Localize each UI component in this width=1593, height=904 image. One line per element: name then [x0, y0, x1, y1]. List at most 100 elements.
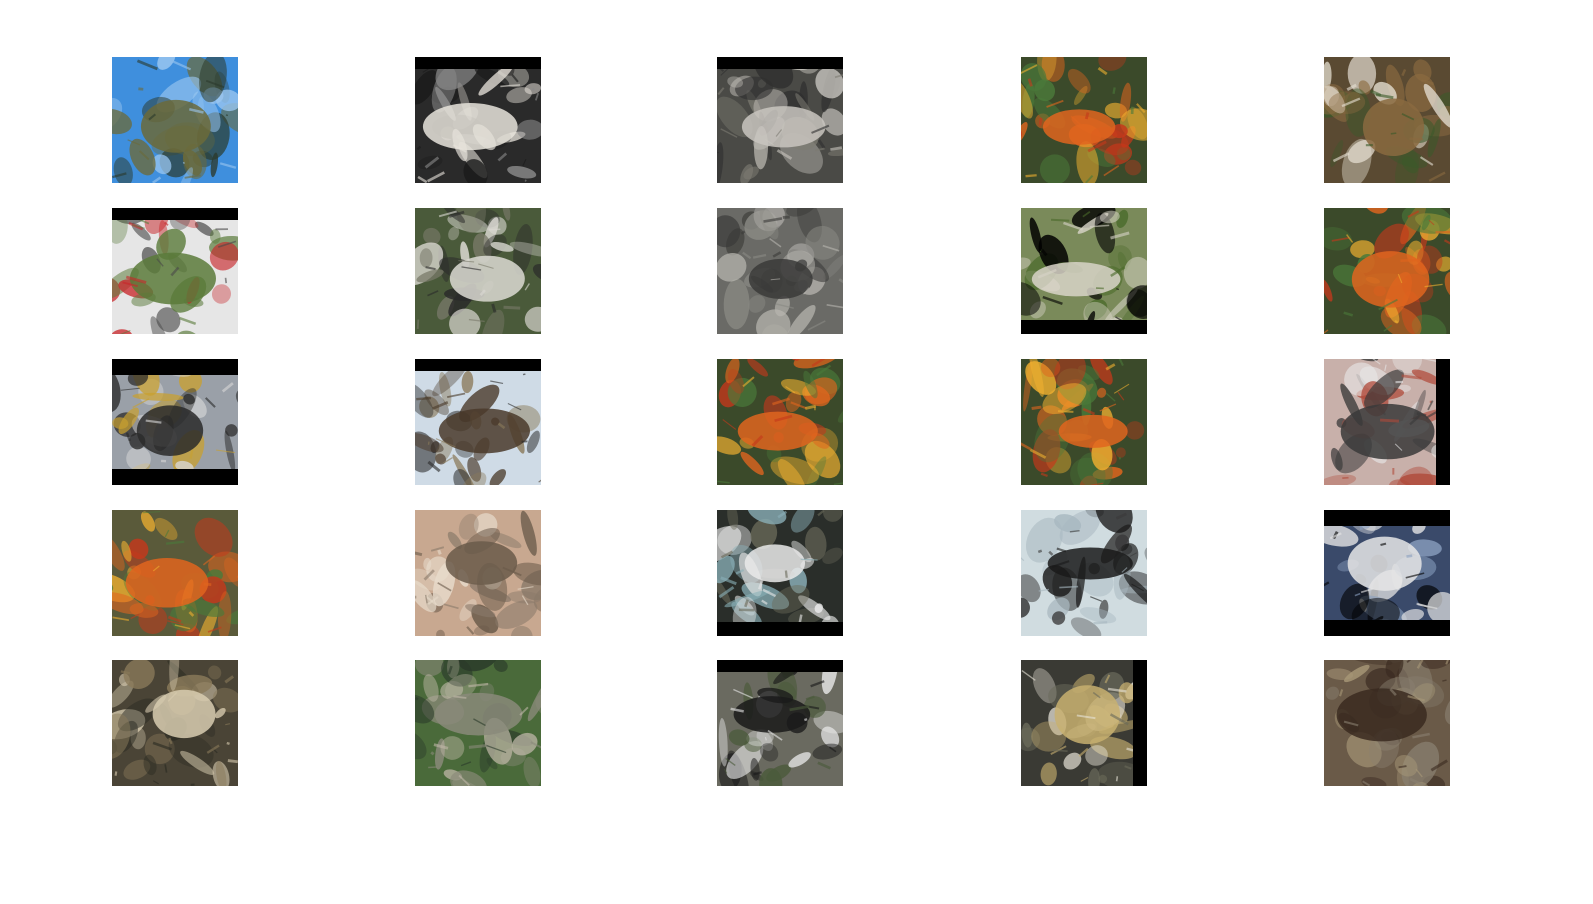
- streak: [1090, 482, 1104, 485]
- streak: [1430, 759, 1448, 772]
- streak: [822, 244, 840, 252]
- streak: [1416, 412, 1427, 417]
- sample-image-canvas: [717, 660, 843, 786]
- streak: [120, 670, 131, 675]
- texture-blob: [822, 547, 843, 565]
- texture-blob: [1436, 256, 1450, 272]
- streak: [189, 108, 204, 114]
- texture-blob: [1427, 591, 1450, 624]
- sample-image-canvas: [1324, 57, 1450, 183]
- texture-blob: [112, 534, 125, 571]
- texture-blob: [1385, 64, 1405, 106]
- streak: [1087, 140, 1107, 153]
- texture-blob: [1444, 271, 1450, 300]
- streak: [1093, 621, 1108, 625]
- subject-shape: [1340, 403, 1435, 460]
- streak: [473, 718, 486, 727]
- texture-blob: [152, 154, 172, 175]
- sample-image-r1-c4: [1021, 57, 1147, 183]
- streak: [148, 113, 157, 121]
- texture-blob: [524, 306, 541, 332]
- texture-blob: [1343, 664, 1370, 683]
- texture-blob: [1095, 510, 1133, 533]
- streak: [446, 392, 466, 399]
- texture-blob: [727, 76, 744, 88]
- subject-shape: [748, 258, 813, 300]
- streak: [127, 139, 141, 146]
- streak: [152, 780, 159, 785]
- streak: [717, 480, 730, 484]
- sample-image-r4-c4: [1021, 510, 1147, 636]
- streak: [763, 217, 783, 223]
- streak: [789, 705, 810, 712]
- streak: [132, 224, 145, 229]
- sample-image-canvas: [112, 510, 238, 636]
- texture-blob: [1031, 721, 1067, 752]
- streak: [145, 419, 162, 424]
- sample-image-r2-c5: [1324, 208, 1450, 334]
- streak: [415, 696, 419, 701]
- streak: [503, 305, 521, 310]
- streak: [1105, 363, 1116, 371]
- streak: [531, 87, 535, 91]
- streak: [1099, 403, 1117, 412]
- streak: [1021, 557, 1025, 562]
- texture-blob: [217, 591, 232, 636]
- streak: [1124, 765, 1132, 770]
- streak: [1040, 472, 1048, 478]
- streak: [466, 626, 475, 635]
- streak: [1341, 97, 1361, 108]
- texture-blob: [786, 304, 816, 334]
- texture-blob: [821, 108, 843, 136]
- texture-blob: [1423, 83, 1450, 128]
- subject-shape: [737, 411, 818, 451]
- sample-image-r1-c3: [717, 57, 843, 183]
- streak: [720, 550, 734, 559]
- streak: [119, 330, 131, 334]
- letterbox-bar: [1324, 510, 1450, 526]
- streak: [817, 139, 826, 150]
- sample-image-canvas: [415, 510, 541, 636]
- texture-blob: [805, 526, 827, 561]
- subject-shape: [1351, 251, 1430, 308]
- streak: [511, 74, 519, 83]
- streak: [167, 691, 178, 702]
- streak: [814, 147, 825, 152]
- streak: [1401, 112, 1415, 121]
- streak: [751, 435, 764, 447]
- streak: [468, 318, 485, 323]
- streak: [1118, 359, 1124, 367]
- streak: [1407, 210, 1420, 218]
- streak: [1445, 660, 1449, 665]
- texture-blob: [447, 531, 462, 550]
- texture-blob: [129, 138, 156, 176]
- streak: [833, 482, 843, 485]
- streak: [460, 761, 472, 767]
- streak: [758, 579, 764, 590]
- streak: [136, 59, 158, 71]
- sample-image-canvas: [717, 208, 843, 334]
- streak: [1131, 583, 1144, 592]
- streak: [415, 551, 423, 557]
- streak: [443, 603, 459, 610]
- texture-blob: [793, 359, 840, 369]
- streak: [165, 540, 185, 545]
- streak: [811, 124, 830, 134]
- texture-blob: [463, 159, 488, 183]
- texture-blob: [1021, 597, 1030, 618]
- texture-blob: [511, 732, 538, 756]
- texture-blob: [194, 221, 214, 237]
- streak: [156, 258, 164, 267]
- texture-blob: [513, 562, 541, 586]
- streak: [170, 266, 180, 277]
- texture-blob: [727, 369, 745, 394]
- streak: [478, 263, 494, 269]
- streak: [1116, 288, 1120, 291]
- texture-blob: [727, 510, 739, 530]
- streak: [1031, 405, 1042, 411]
- streak: [1362, 780, 1371, 786]
- streak: [777, 510, 788, 519]
- streak: [1042, 295, 1063, 305]
- sample-image-r5-c2: [415, 660, 541, 786]
- streak: [767, 729, 783, 741]
